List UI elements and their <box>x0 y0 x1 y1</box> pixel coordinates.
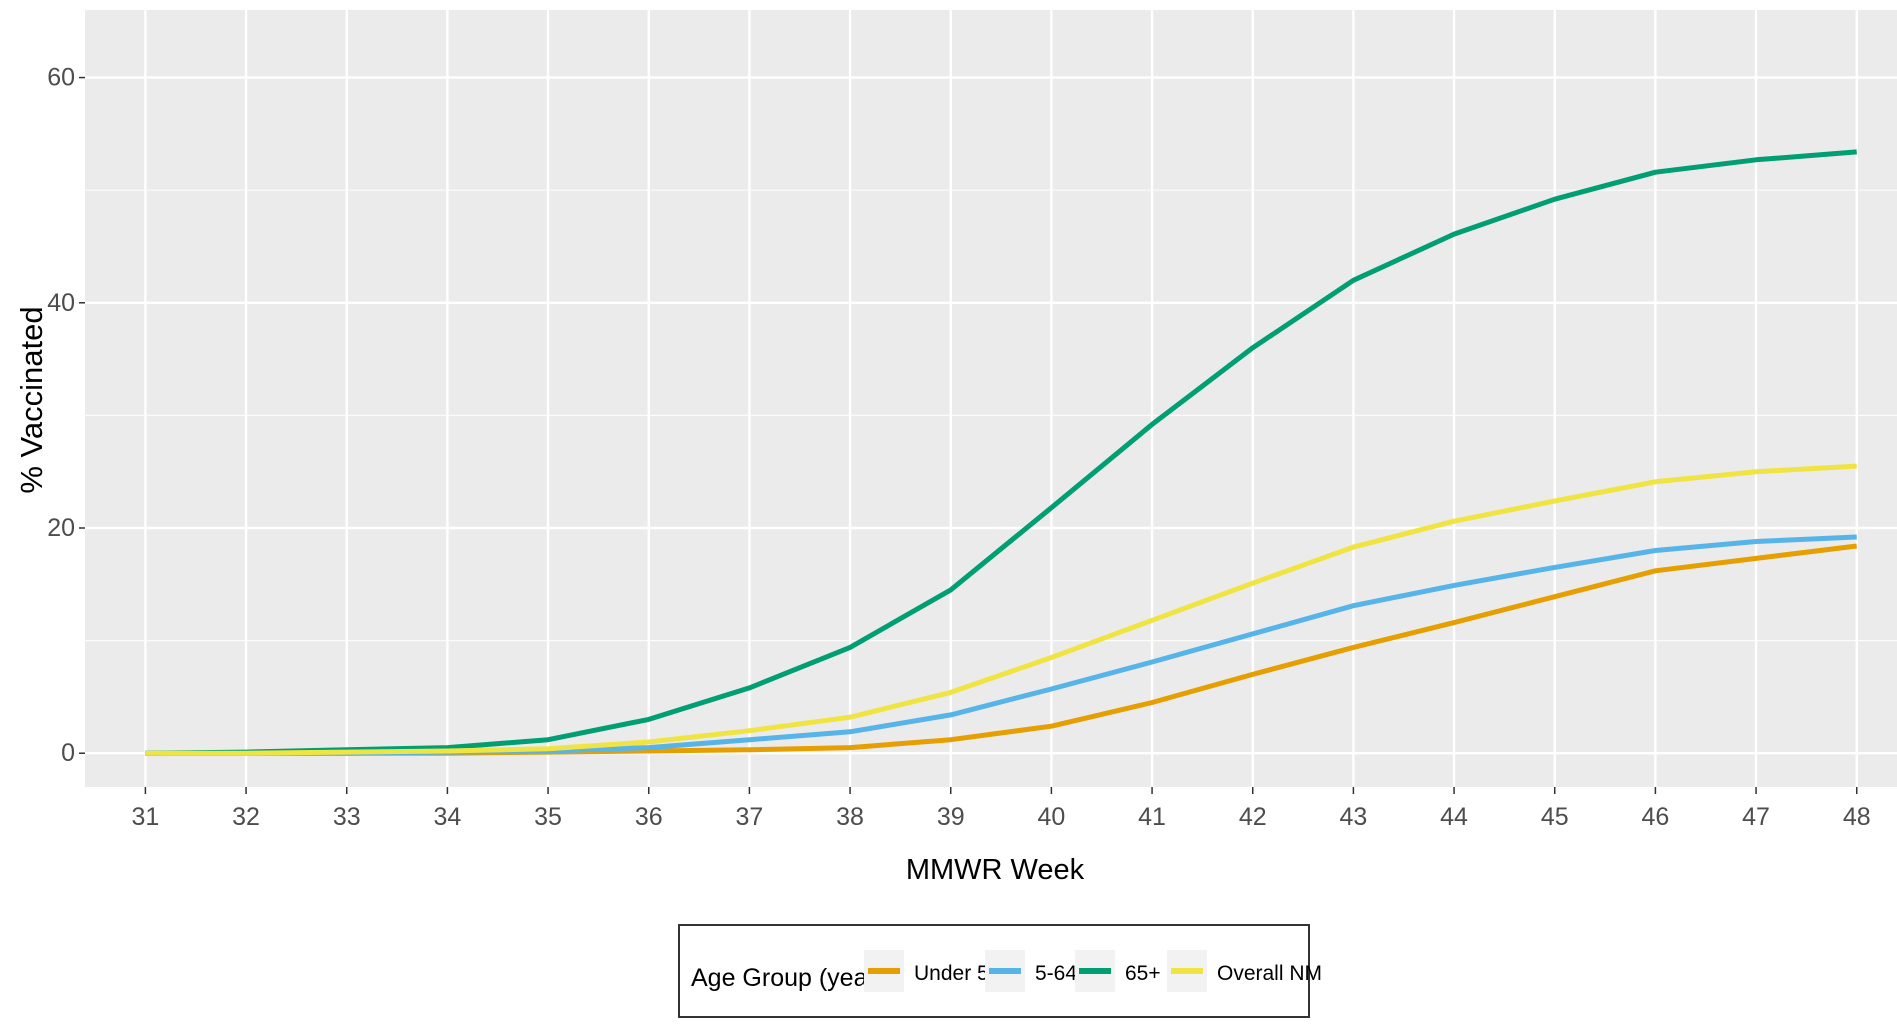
x-tick-label: 47 <box>1742 803 1770 831</box>
x-tick-label: 32 <box>232 803 260 831</box>
x-tick-label: 36 <box>635 803 663 831</box>
x-tick-label: 33 <box>333 803 361 831</box>
y-tick-label: 60 <box>47 64 75 92</box>
series-line <box>145 463 1857 756</box>
x-tick-label: 43 <box>1339 803 1367 831</box>
y-tick-label: 20 <box>47 514 75 542</box>
x-tick-label: 35 <box>534 803 562 831</box>
x-tick-label: 45 <box>1541 803 1569 831</box>
grid-major <box>85 10 1897 787</box>
y-tick-label: 40 <box>47 289 75 317</box>
x-tick-label: 41 <box>1138 803 1166 831</box>
legend-title: Age Group (years) <box>691 964 897 992</box>
x-tick-label: 31 <box>131 803 159 831</box>
series-line <box>145 149 1857 756</box>
x-tick-label: 42 <box>1239 803 1267 831</box>
x-axis-title: MMWR Week <box>906 854 1085 886</box>
x-axis: 31 32 33 34 35 36 37 38 39 40 41 42 43 44 45 46 47 48 <box>131 787 1871 831</box>
legend: Age Group (years) Under 5 5-64 65+ Overall … <box>678 924 1322 1018</box>
x-tick-label: 34 <box>433 803 461 831</box>
legend-label: 65+ <box>1125 962 1161 985</box>
legend-label: 5-64 <box>1035 962 1077 985</box>
legend-label: Overall NM <box>1217 962 1322 985</box>
y-tick-label: 0 <box>61 739 75 767</box>
x-tick-label: 39 <box>937 803 965 831</box>
x-tick-label: 38 <box>836 803 864 831</box>
x-tick-label: 40 <box>1037 803 1065 831</box>
x-tick-label: 46 <box>1641 803 1669 831</box>
series-layer <box>145 149 1858 756</box>
y-axis-title: % Vaccinated <box>14 306 49 493</box>
legend-label: Under 5 <box>914 962 989 985</box>
y-axis: 0 20 40 60 <box>47 64 85 767</box>
x-tick-label: 44 <box>1440 803 1468 831</box>
x-tick-label: 37 <box>735 803 763 831</box>
x-tick-label: 48 <box>1843 803 1871 831</box>
legend-items: Under 5 5-64 65+ Overall NM <box>864 950 1322 992</box>
plot-panel <box>85 10 1897 787</box>
